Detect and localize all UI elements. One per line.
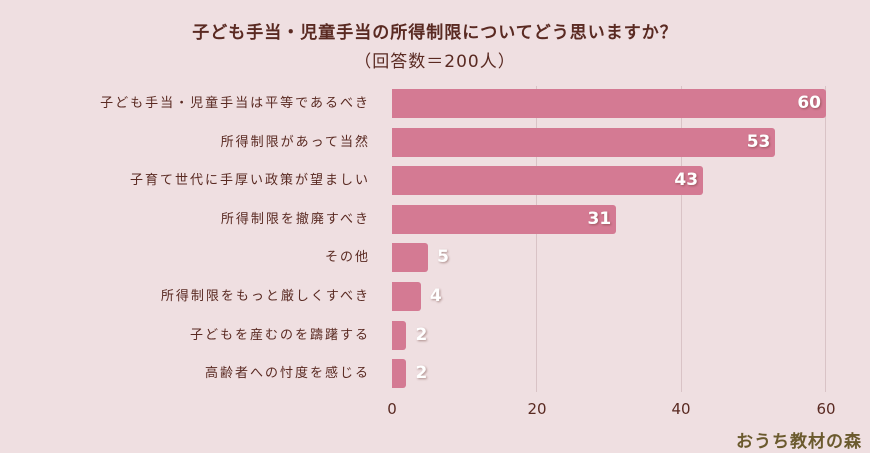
gridline-40 bbox=[681, 86, 682, 392]
bar bbox=[392, 166, 704, 196]
value-label: 2 bbox=[415, 324, 428, 345]
brand-logo: おうち教材の森 bbox=[736, 432, 862, 452]
bar bbox=[392, 204, 617, 234]
category-label: 子育て世代に手厚い政策が望ましい bbox=[129, 173, 370, 189]
category-label: 所得制限があって当然 bbox=[220, 134, 370, 150]
x-tick-40: 40 bbox=[671, 400, 691, 418]
value-label: 60 bbox=[797, 93, 821, 113]
value-label: 31 bbox=[587, 208, 612, 229]
category-label: 所得制限を撤廃すべき bbox=[220, 211, 370, 227]
bar bbox=[392, 89, 826, 118]
value-label: 43 bbox=[674, 170, 699, 191]
chart-title: 子ども手当・児童手当の所得制限についてどう思いますか？ bbox=[192, 23, 678, 43]
bar-row: 所得制限をもっと厳しくすべき 4 bbox=[0, 282, 870, 311]
bar-row: 子ども手当・児童手当は平等であるべき 60 bbox=[0, 89, 870, 118]
value-label: 2 bbox=[415, 363, 428, 384]
x-tick-0: 0 bbox=[387, 400, 397, 418]
x-tick-20: 20 bbox=[527, 400, 547, 418]
category-label: 所得制限をもっと厳しくすべき bbox=[160, 289, 370, 304]
gridline-60 bbox=[825, 86, 826, 392]
bar-row: 子どもを産むのを躊躇する 2 bbox=[0, 320, 870, 350]
category-label: 高齢者への忖度を感じる bbox=[204, 366, 370, 382]
gridline-20 bbox=[536, 86, 537, 392]
bar-row: 所得制限を撤廃すべき 31 bbox=[0, 204, 870, 234]
bar bbox=[392, 320, 407, 350]
bar-row: その他 5 bbox=[0, 243, 870, 273]
bar bbox=[392, 282, 421, 311]
bar bbox=[392, 359, 407, 389]
value-label: 5 bbox=[437, 247, 449, 268]
bar bbox=[392, 243, 429, 273]
category-label: その他 bbox=[324, 250, 370, 266]
category-label: 子ども手当・児童手当は平等であるべき bbox=[100, 96, 370, 111]
bar-row: 高齢者への忖度を感じる 2 bbox=[0, 359, 870, 389]
bar-row: 子育て世代に手厚い政策が望ましい 43 bbox=[0, 166, 870, 196]
value-label: 53 bbox=[746, 131, 771, 152]
bar-row: 所得制限があって当然 53 bbox=[0, 127, 870, 157]
bar bbox=[392, 127, 776, 157]
x-tick-60: 60 bbox=[816, 400, 836, 418]
value-label: 4 bbox=[429, 286, 442, 306]
category-label: 子どもを産むのを躊躇する bbox=[189, 327, 370, 343]
chart-subtitle: （回答数＝200人） bbox=[354, 52, 516, 72]
